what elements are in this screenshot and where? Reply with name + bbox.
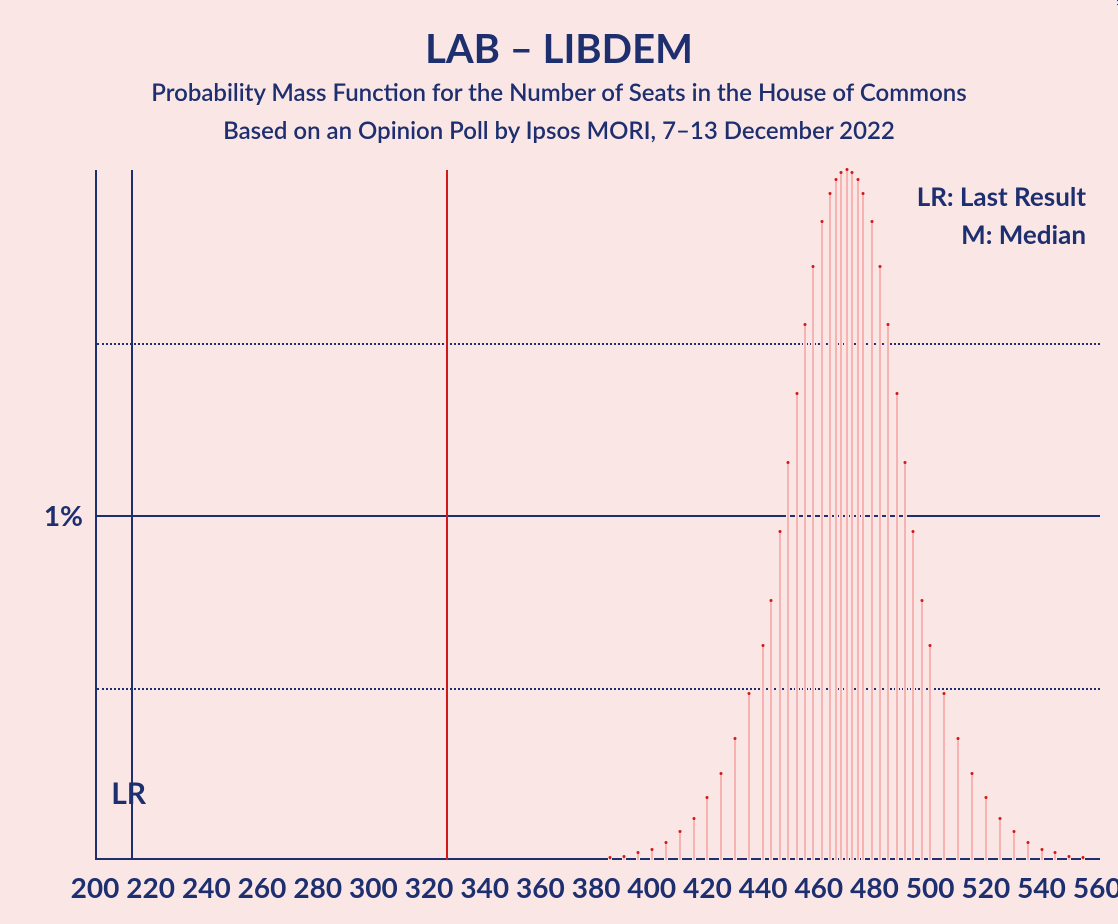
pmf-bar xyxy=(748,694,750,860)
chart-title: LAB – LIBDEM xyxy=(0,24,1118,72)
pmf-bar xyxy=(734,739,736,860)
pmf-bar xyxy=(929,646,931,860)
gridline xyxy=(97,343,1100,345)
x-tick-label: 240 xyxy=(182,870,231,904)
pmf-bar xyxy=(665,843,667,860)
pmf-bar xyxy=(1027,843,1029,860)
pmf-bar xyxy=(796,394,798,860)
pmf-bar xyxy=(693,819,695,860)
pmf-bar xyxy=(1082,858,1084,860)
x-tick-label: 200 xyxy=(71,870,120,904)
pmf-bar xyxy=(829,194,831,860)
pmf-bar xyxy=(623,857,625,860)
plot-area: LR: Last Result M: Median LR xyxy=(95,170,1100,860)
pmf-bar xyxy=(787,463,789,860)
x-tick-label: 300 xyxy=(349,870,398,904)
pmf-bar xyxy=(871,222,873,860)
x-tick-label: 280 xyxy=(293,870,342,904)
legend-lr: LR: Last Result xyxy=(917,180,1086,212)
pmf-bar xyxy=(1013,832,1015,860)
pmf-bar xyxy=(840,173,842,860)
x-tick-label: 480 xyxy=(850,870,899,904)
x-tick-label: 360 xyxy=(516,870,565,904)
gridline xyxy=(97,515,1100,517)
pmf-bar xyxy=(943,694,945,860)
pmf-bar xyxy=(904,463,906,860)
chart-canvas: © 2022 Filip van Laenen LAB – LIBDEM Pro… xyxy=(0,0,1118,924)
x-tick-label: 440 xyxy=(739,870,788,904)
pmf-bar xyxy=(651,850,653,860)
x-tick-label: 380 xyxy=(572,870,621,904)
x-axis xyxy=(95,858,1100,860)
chart-subtitle-2: Based on an Opinion Poll by Ipsos MORI, … xyxy=(0,116,1118,145)
x-tick-label: 340 xyxy=(460,870,509,904)
pmf-bar xyxy=(846,170,848,860)
pmf-bar xyxy=(720,774,722,860)
chart-subtitle-1: Probability Mass Function for the Number… xyxy=(0,78,1118,107)
x-tick-label: 560 xyxy=(1073,870,1118,904)
x-tick-label: 520 xyxy=(961,870,1010,904)
copyright-text: © 2022 Filip van Laenen xyxy=(1114,0,1118,6)
pmf-bar xyxy=(887,325,889,860)
pmf-bar xyxy=(835,180,837,860)
pmf-bar xyxy=(862,194,864,860)
legend-m: M: Median xyxy=(961,218,1086,250)
y-tick-label: 1% xyxy=(44,498,83,532)
pmf-bar xyxy=(985,798,987,860)
pmf-bar xyxy=(957,739,959,860)
pmf-bar xyxy=(896,394,898,860)
x-tick-label: 500 xyxy=(906,870,955,904)
x-tick-label: 420 xyxy=(683,870,732,904)
pmf-bar xyxy=(879,267,881,860)
pmf-bar xyxy=(1041,850,1043,860)
pmf-bar xyxy=(762,646,764,860)
pmf-bar xyxy=(971,774,973,860)
x-tick-label: 540 xyxy=(1017,870,1066,904)
pmf-bar xyxy=(679,832,681,860)
pmf-bar xyxy=(770,601,772,860)
lr-vertical-line xyxy=(131,170,133,860)
pmf-bar xyxy=(804,325,806,860)
x-tick-label: 220 xyxy=(126,870,175,904)
gridline xyxy=(97,688,1100,690)
x-tick-label: 260 xyxy=(238,870,287,904)
x-tick-label: 400 xyxy=(627,870,676,904)
pmf-bar xyxy=(637,853,639,860)
pmf-bar xyxy=(1068,857,1070,860)
lr-marker-label: LR xyxy=(111,775,146,811)
pmf-bar xyxy=(1054,853,1056,860)
x-tick-label: 460 xyxy=(794,870,843,904)
pmf-bar xyxy=(812,267,814,860)
median-vertical-line xyxy=(446,170,448,860)
pmf-bar xyxy=(851,173,853,860)
pmf-bar xyxy=(609,858,611,860)
x-tick-label: 320 xyxy=(405,870,454,904)
pmf-bar xyxy=(857,180,859,860)
pmf-bar xyxy=(912,532,914,860)
pmf-bar xyxy=(921,601,923,860)
pmf-bar xyxy=(706,798,708,860)
pmf-bar xyxy=(999,819,1001,860)
pmf-bar xyxy=(779,532,781,860)
pmf-bar xyxy=(821,222,823,860)
